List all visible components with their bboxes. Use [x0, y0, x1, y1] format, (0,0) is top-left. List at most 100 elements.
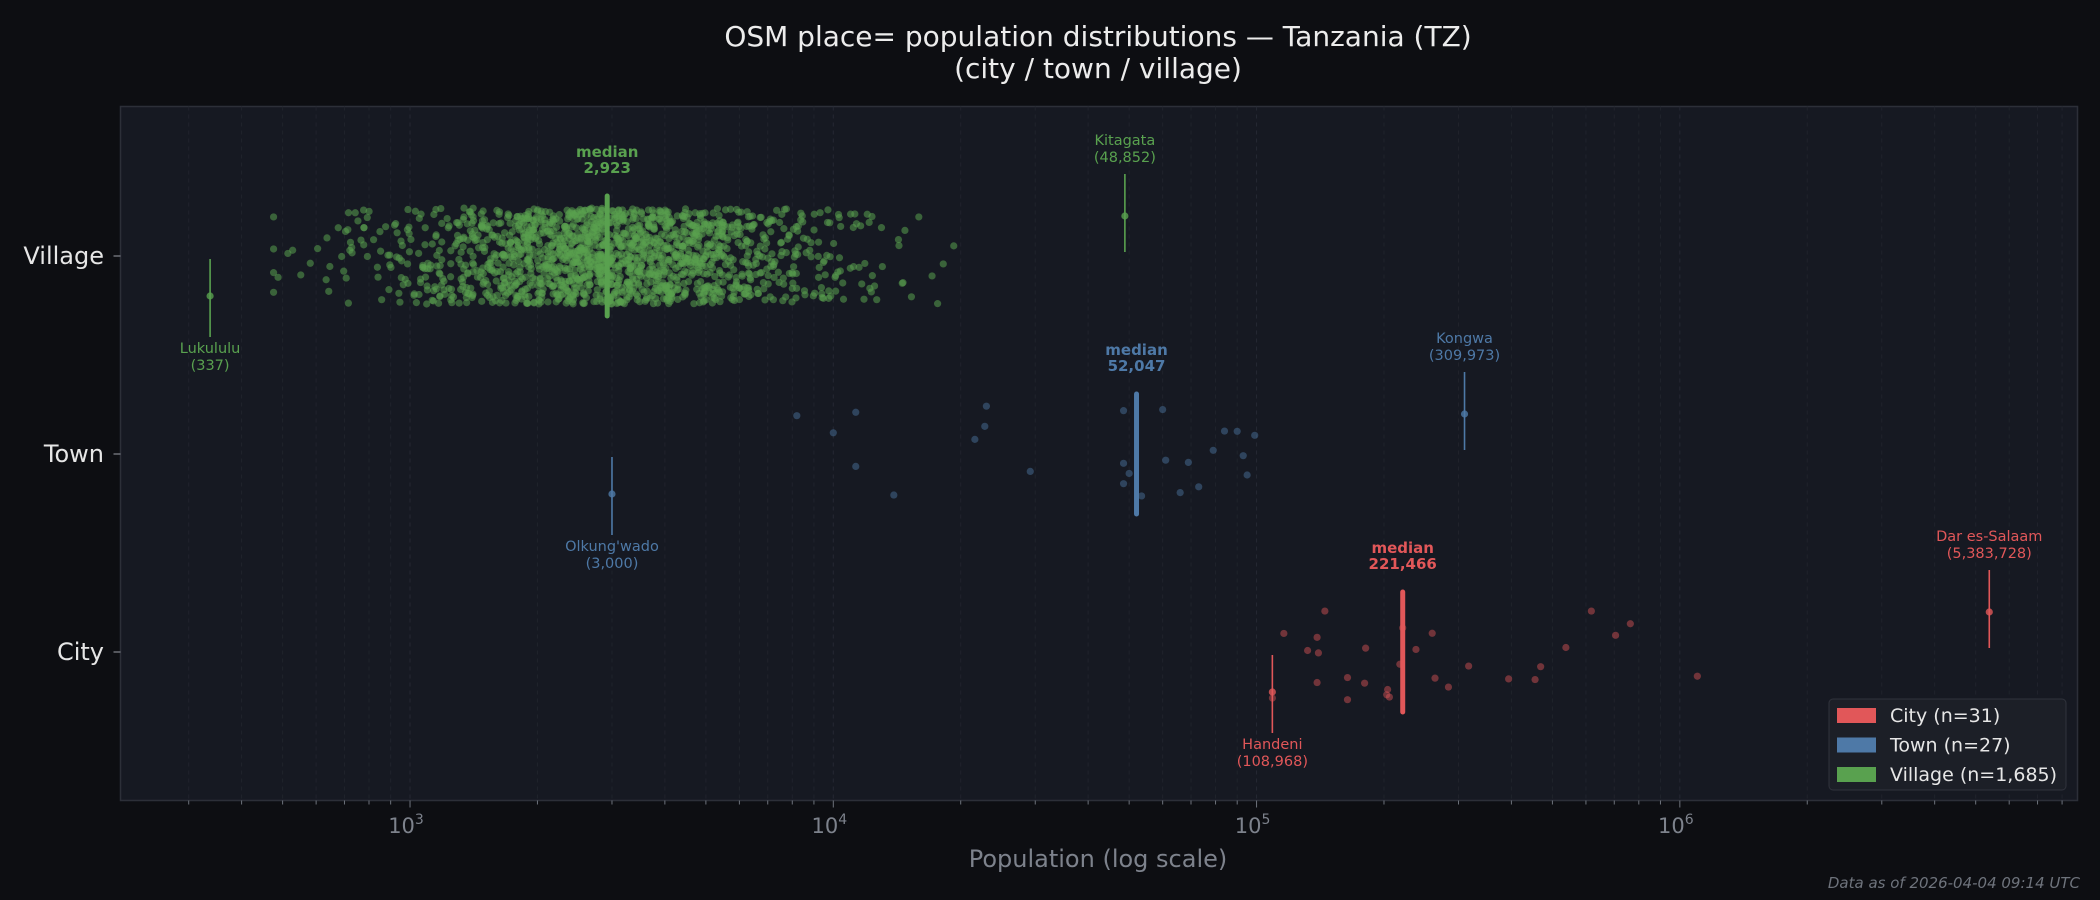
- data-point: [373, 263, 382, 271]
- data-point: [484, 280, 492, 289]
- x-axis-label: Population (log scale): [969, 845, 1228, 873]
- data-point: [438, 238, 446, 246]
- data-point: [547, 242, 556, 250]
- data-point: [1384, 685, 1392, 694]
- data-point: [469, 259, 477, 267]
- data-point: [890, 491, 898, 499]
- annotation-value: (108,968): [1237, 754, 1308, 770]
- data-point: [338, 252, 346, 261]
- legend-swatch-city: [1837, 708, 1876, 723]
- data-point: [374, 273, 382, 281]
- data-point: [707, 221, 715, 230]
- data-point: [583, 237, 592, 245]
- data-point: [981, 422, 989, 430]
- data-point: [528, 233, 536, 241]
- data-point: [678, 211, 686, 220]
- annotation-name: Kongwa: [1436, 331, 1493, 347]
- data-point: [590, 213, 598, 222]
- data-point: [717, 252, 725, 260]
- data-point: [728, 221, 737, 229]
- data-point: [759, 278, 767, 287]
- data-point: [868, 272, 876, 280]
- data-point: [382, 223, 390, 231]
- data-point: [360, 224, 368, 232]
- data-point: [455, 221, 463, 229]
- data-point: [613, 281, 621, 290]
- data-point: [501, 291, 510, 300]
- data-point: [514, 222, 523, 230]
- series-town: median52,047Olkung'wado(3,000)Kongwa(309…: [565, 331, 1500, 572]
- data-point: [517, 250, 525, 258]
- data-point: [743, 237, 751, 245]
- data-point: [523, 256, 531, 264]
- data-point: [269, 269, 278, 277]
- data-point: [421, 241, 429, 249]
- data-point: [725, 271, 734, 279]
- data-point: [495, 210, 503, 218]
- legend-label-city: City (n=31): [1890, 705, 2000, 727]
- data-point: [867, 288, 875, 296]
- data-point: [436, 270, 444, 278]
- data-point: [791, 247, 799, 255]
- data-point: [782, 293, 790, 301]
- data-point: [661, 231, 669, 240]
- data-point: [487, 259, 495, 267]
- data-point: [692, 252, 700, 260]
- data-point: [764, 271, 772, 280]
- data-point: [608, 207, 616, 215]
- data-point: [505, 271, 513, 279]
- data-point: [314, 245, 322, 253]
- data-point: [565, 277, 574, 285]
- x-tick-base: 10: [388, 814, 415, 838]
- data-point: [674, 281, 682, 289]
- data-point: [633, 292, 642, 300]
- data-point: [554, 295, 562, 303]
- data-point: [710, 294, 719, 302]
- data-point: [628, 241, 636, 249]
- data-point: [274, 273, 282, 281]
- data-point: [574, 246, 583, 254]
- data-point: [269, 288, 278, 296]
- data-point: [671, 226, 679, 234]
- data-point: [1137, 492, 1146, 500]
- data-point: [723, 233, 732, 242]
- data-point: [748, 222, 756, 230]
- data-point: [839, 295, 848, 303]
- data-point: [836, 267, 844, 275]
- data-point: [342, 274, 350, 282]
- data-point: [369, 236, 378, 244]
- data-point: [1184, 458, 1192, 466]
- data-point: [1505, 675, 1513, 683]
- data-point: [616, 272, 624, 281]
- data-point: [325, 287, 333, 295]
- data-point: [901, 226, 909, 235]
- data-point: [636, 298, 644, 306]
- data-point: [544, 298, 552, 306]
- data-point: [789, 225, 798, 233]
- data-point: [649, 254, 657, 262]
- data-point: [447, 285, 456, 293]
- data-point: [779, 274, 787, 282]
- data-point: [756, 213, 764, 222]
- data-point: [693, 279, 701, 288]
- data-point: [654, 275, 662, 283]
- data-point: [1537, 663, 1545, 671]
- data-point: [323, 234, 331, 242]
- data-point: [1444, 683, 1453, 691]
- data-point: [782, 205, 791, 213]
- data-point: [284, 249, 292, 258]
- data-point: [569, 220, 577, 228]
- data-point: [582, 294, 591, 302]
- data-point: [451, 242, 459, 250]
- data-point: [829, 429, 837, 437]
- data-point: [489, 219, 497, 227]
- data-point: [1343, 673, 1352, 682]
- data-point: [734, 218, 742, 226]
- data-point: [500, 254, 508, 262]
- data-point: [799, 234, 808, 242]
- data-point: [1313, 678, 1321, 687]
- data-point: [344, 209, 353, 217]
- data-point: [1531, 675, 1539, 684]
- data-point: [1119, 480, 1128, 488]
